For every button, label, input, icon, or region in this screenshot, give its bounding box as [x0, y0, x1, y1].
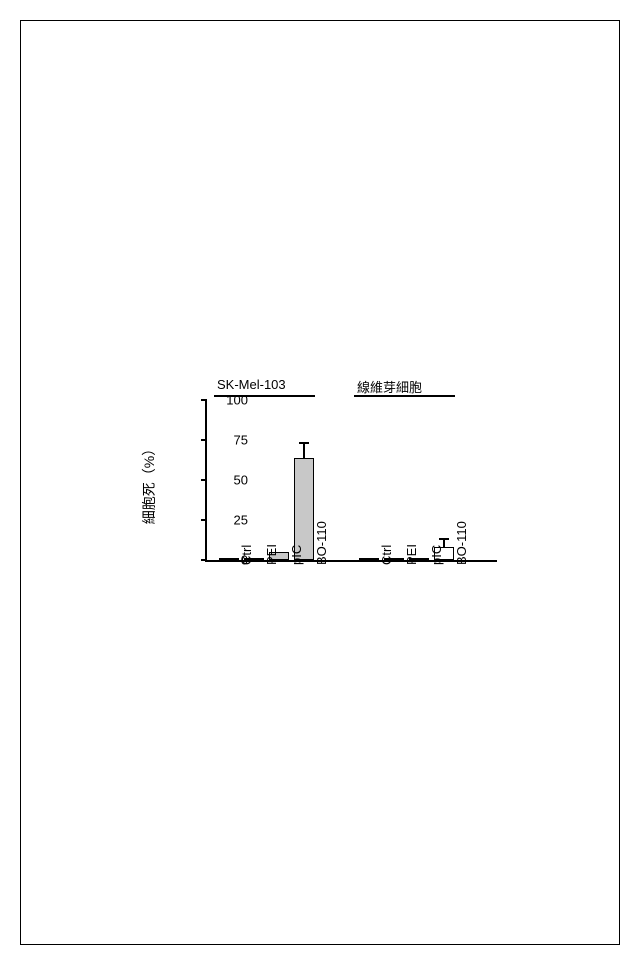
- x-tick-label: Ctrl: [373, 545, 394, 565]
- y-tick-label: 50: [234, 473, 248, 488]
- y-tick: [201, 559, 207, 561]
- cell-death-bar-chart: 細胞死（%） 0255075100CtrlPEIpICBO-110SK-Mel-…: [160, 395, 500, 580]
- x-tick-label: PEI: [258, 544, 279, 565]
- x-tick-label: pIC: [283, 545, 304, 565]
- x-tick-label: BO-110: [308, 521, 329, 565]
- error-bar-cap: [299, 442, 309, 444]
- y-tick: [201, 519, 207, 521]
- x-tick-label: Ctrl: [233, 545, 254, 565]
- y-tick: [201, 479, 207, 481]
- y-axis-title: 細胞死（%）: [139, 442, 159, 524]
- group-line: [354, 395, 455, 397]
- y-tick-label: 25: [234, 513, 248, 528]
- group-label: SK-Mel-103: [217, 377, 286, 392]
- y-tick: [201, 439, 207, 441]
- x-tick-label: BO-110: [448, 521, 469, 565]
- group-line: [214, 395, 315, 397]
- y-tick: [201, 399, 207, 401]
- x-tick-label: PEI: [398, 544, 419, 565]
- group-label: 線維芽細胞: [357, 377, 422, 396]
- error-bar: [303, 443, 305, 457]
- x-tick-label: pIC: [423, 545, 444, 565]
- y-tick-label: 75: [234, 433, 248, 448]
